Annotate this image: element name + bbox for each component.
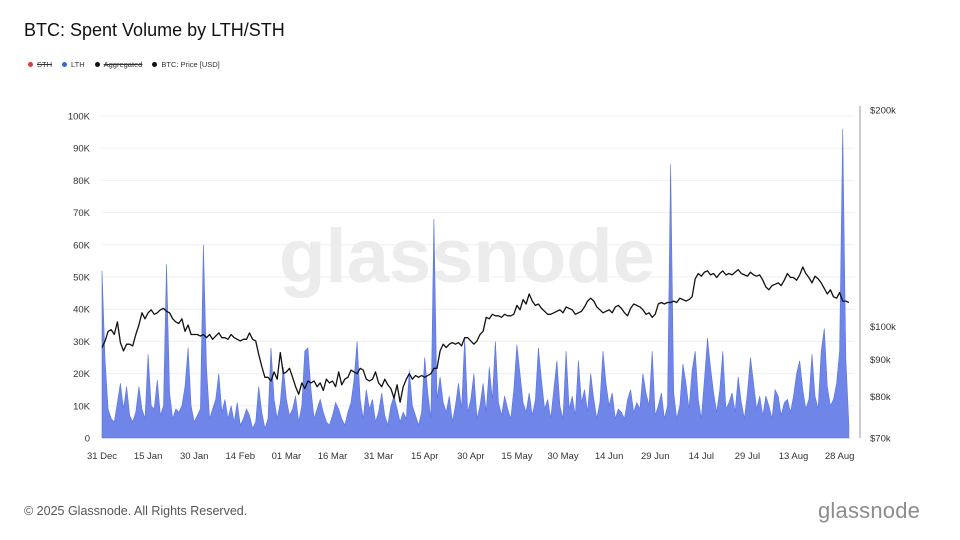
x-tick-label: 15 May xyxy=(501,451,532,462)
legend-dot-aggregated xyxy=(94,62,100,67)
legend-dot-lth xyxy=(62,62,67,67)
watermark-text: glassnode xyxy=(279,214,655,299)
lth-area-series xyxy=(101,128,850,439)
legend-label-price: BTC: Price [USD] xyxy=(161,60,220,69)
x-tick-label: 30 May xyxy=(547,451,578,462)
legend: STH LTH Aggregated BTC: Price [USD] xyxy=(28,60,220,69)
legend-item-lth[interactable]: LTH xyxy=(62,60,85,69)
right-axis-ticks: $70k $80k $90k $100k $200k xyxy=(870,106,896,445)
legend-item-aggregated[interactable]: Aggregated xyxy=(94,60,143,69)
x-tick-label: 29 Jul xyxy=(735,451,760,462)
x-tick-label: 30 Apr xyxy=(457,451,484,462)
legend-dot-sth xyxy=(28,62,33,67)
legend-label-sth: STH xyxy=(37,60,52,69)
left-tick-label: 70K xyxy=(73,208,91,219)
legend-label-lth: LTH xyxy=(71,60,85,69)
x-tick-label: 16 Mar xyxy=(318,451,348,462)
right-tick-label: $70k xyxy=(870,434,891,445)
x-tick-label: 31 Mar xyxy=(364,451,394,462)
x-tick-label: 13 Aug xyxy=(779,451,809,462)
chart-title: BTC: Spent Volume by LTH/STH xyxy=(24,20,285,40)
legend-label-aggregated: Aggregated xyxy=(103,60,143,69)
x-tick-label: 14 Jul xyxy=(689,451,714,462)
x-tick-label: 01 Mar xyxy=(272,451,302,462)
x-tick-label: 30 Jan xyxy=(180,451,209,462)
legend-item-price[interactable]: BTC: Price [USD] xyxy=(152,60,220,69)
copyright-footer: © 2025 Glassnode. All Rights Reserved. xyxy=(24,504,248,518)
legend-item-sth[interactable]: STH xyxy=(28,60,52,69)
price-line-series xyxy=(101,266,850,403)
left-tick-label: 80K xyxy=(73,176,91,187)
left-tick-label: 90K xyxy=(73,144,91,155)
x-tick-label: 29 Jun xyxy=(641,451,670,462)
left-axis-ticks: 0 10K 20K 30K 40K 50K 60K 70K 80K 90K 100K xyxy=(68,112,91,445)
left-tick-label: 40K xyxy=(73,305,91,316)
x-tick-label: 15 Apr xyxy=(411,451,438,462)
x-tick-label: 15 Jan xyxy=(134,451,163,462)
x-axis-ticks: 31 Dec 15 Jan 30 Jan 14 Feb 01 Mar 16 Mar 31 M… xyxy=(87,451,854,462)
x-tick-label: 28 Aug xyxy=(825,451,855,462)
right-tick-label: $200k xyxy=(870,106,896,117)
left-tick-label: 100K xyxy=(68,112,91,123)
x-tick-label: 14 Feb xyxy=(226,451,256,462)
left-tick-label: 60K xyxy=(73,240,91,251)
right-tick-label: $90k xyxy=(870,355,891,366)
x-tick-label: 31 Dec xyxy=(87,451,117,462)
right-tick-label: $80k xyxy=(870,392,891,403)
glassnode-logo[interactable]: glassnode xyxy=(818,498,921,523)
left-tick-label: 30K xyxy=(73,337,91,348)
left-tick-label: 0 xyxy=(85,434,90,445)
left-tick-label: 10K xyxy=(73,401,91,412)
legend-dot-price xyxy=(152,62,158,67)
left-tick-label: 20K xyxy=(73,369,91,380)
right-tick-label: $100k xyxy=(870,322,896,333)
left-tick-label: 50K xyxy=(73,273,91,284)
x-tick-label: 14 Jun xyxy=(595,451,624,462)
